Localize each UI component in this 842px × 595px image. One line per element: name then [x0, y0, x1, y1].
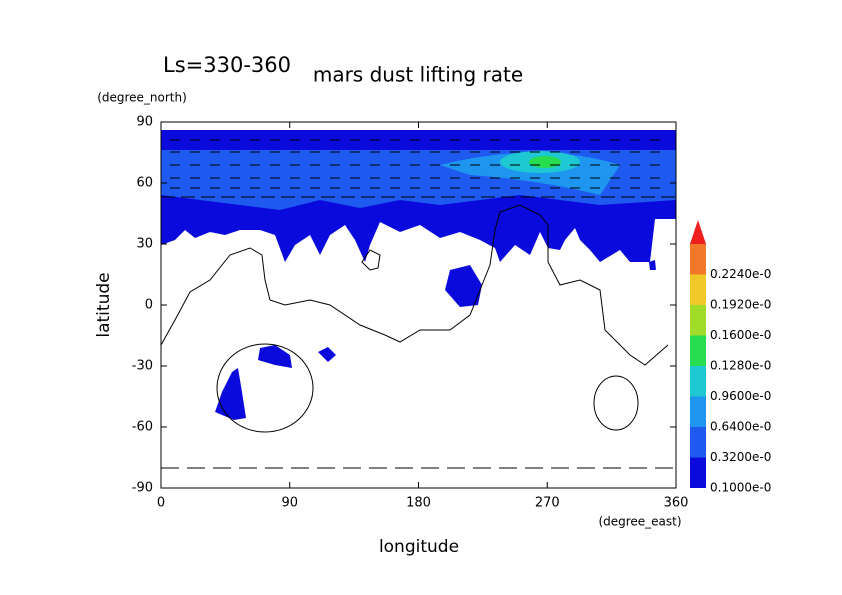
- chart-title: mars dust lifting rate: [313, 63, 523, 87]
- colorbar-extend: [690, 220, 706, 244]
- colorbar-band: [690, 244, 706, 275]
- y-axis-label: latitude: [94, 272, 114, 337]
- colorbar-label: 0.6400e-0: [710, 420, 771, 434]
- y-tick-label: 0: [145, 298, 153, 313]
- y-tick-label: -60: [132, 420, 153, 435]
- colorbar-label: 0.9600e-0: [710, 389, 771, 403]
- x-tick-label: 90: [281, 496, 298, 511]
- contour-fill: [161, 130, 676, 420]
- colorbar-band: [690, 274, 706, 305]
- x-units: (degree_east): [598, 515, 681, 529]
- colorbar-band: [690, 457, 706, 488]
- y-tick-label: -30: [132, 359, 153, 374]
- colorbar-band: [690, 305, 706, 336]
- colorbar-band: [690, 366, 706, 397]
- colorbar-label: 0.1280e-0: [710, 359, 771, 373]
- y-tick-label: 60: [136, 176, 153, 191]
- colorbar-label: 0.2240e-0: [710, 267, 771, 281]
- y-tick-label: 90: [136, 115, 153, 130]
- colorbar-label: 0.1920e-0: [710, 298, 771, 312]
- x-tick-label: 360: [664, 496, 689, 511]
- x-tick-label: 180: [406, 496, 431, 511]
- colorbar-label: 0.1000e-0: [710, 481, 771, 495]
- x-tick-label: 0: [157, 496, 165, 511]
- y-units: (degree_north): [97, 91, 187, 105]
- colorbar-band: [690, 427, 706, 458]
- y-tick-label: -90: [132, 481, 153, 496]
- colorbar-band: [690, 335, 706, 366]
- colorbar-label: 0.3200e-0: [710, 450, 771, 464]
- x-axis-label: longitude: [379, 537, 459, 557]
- y-tick-label: 30: [136, 237, 153, 252]
- contour-lines: [160, 139, 676, 469]
- colorbar-label: 0.1600e-0: [710, 328, 771, 342]
- subtitle: Ls=330-360: [163, 53, 291, 77]
- colorbar-band: [690, 396, 706, 427]
- x-tick-label: 270: [535, 496, 560, 511]
